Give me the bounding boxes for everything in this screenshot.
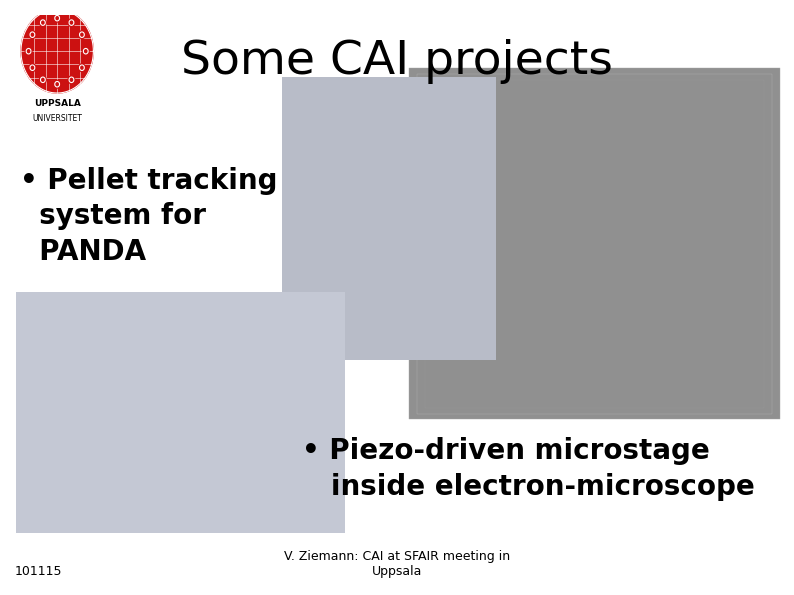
Circle shape	[21, 10, 94, 93]
Text: V. Ziemann: CAI at SFAIR meeting in
Uppsala: V. Ziemann: CAI at SFAIR meeting in Upps…	[284, 550, 510, 578]
Circle shape	[68, 76, 75, 84]
Text: • Pellet tracking
  system for
  PANDA: • Pellet tracking system for PANDA	[20, 167, 277, 266]
Text: • Piezo-driven microstage
   inside electron-microscope: • Piezo-driven microstage inside electro…	[302, 437, 754, 501]
Text: UPPSALA: UPPSALA	[33, 99, 81, 108]
Text: UNIVERSITET: UNIVERSITET	[33, 114, 82, 123]
Text: Some CAI projects: Some CAI projects	[181, 39, 613, 84]
Circle shape	[68, 19, 75, 26]
Circle shape	[83, 48, 89, 55]
FancyBboxPatch shape	[409, 68, 780, 419]
Circle shape	[79, 64, 85, 71]
Circle shape	[79, 31, 85, 39]
Circle shape	[29, 64, 36, 71]
FancyBboxPatch shape	[16, 292, 345, 533]
FancyBboxPatch shape	[282, 77, 496, 360]
Circle shape	[40, 76, 46, 84]
Circle shape	[54, 14, 60, 22]
Circle shape	[40, 19, 46, 26]
Circle shape	[25, 48, 32, 55]
Circle shape	[29, 31, 36, 39]
Circle shape	[54, 80, 60, 88]
Text: 101115: 101115	[14, 565, 62, 578]
